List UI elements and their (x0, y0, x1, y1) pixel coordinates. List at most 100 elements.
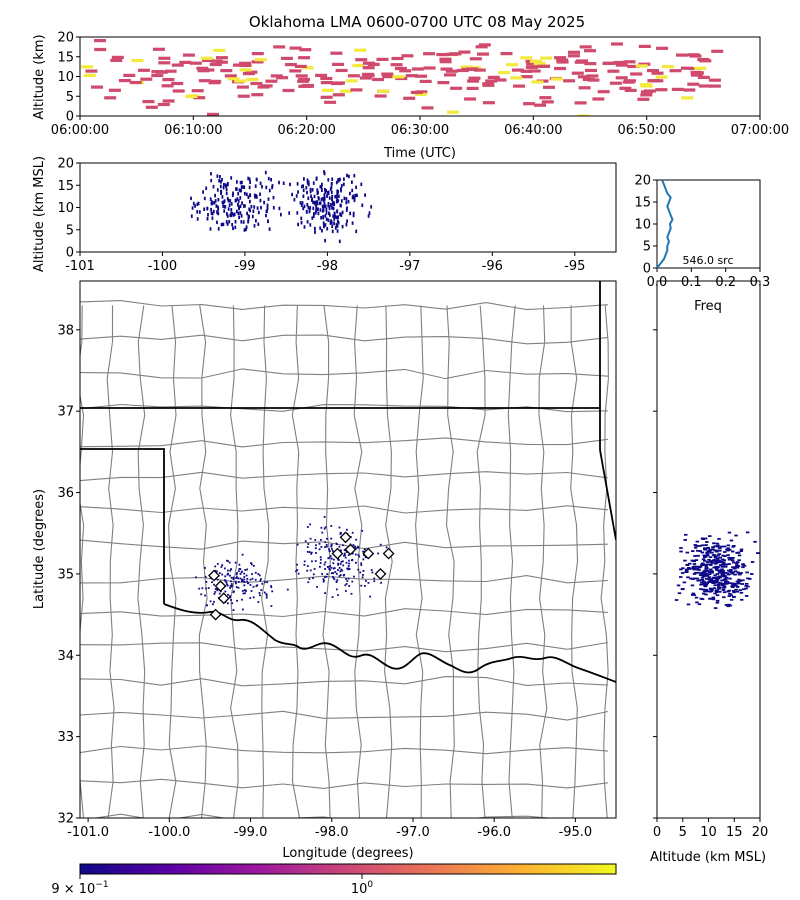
plan-view-point (342, 564, 345, 567)
longitude-altitude-point (331, 206, 333, 210)
plan-view-point (297, 572, 300, 575)
altitude-latitude-point (739, 550, 743, 552)
time-height-cell (584, 62, 597, 66)
longitude-altitude-point (249, 180, 251, 184)
plan-view-point (350, 592, 353, 595)
time-height-cell (533, 61, 546, 65)
time-height-cell (131, 59, 144, 63)
plan-view-point (346, 580, 349, 582)
longitude-altitude-point (239, 204, 242, 208)
altitude-latitude-point (703, 555, 708, 558)
time-height-cell (466, 86, 479, 90)
longitude-altitude-point (310, 194, 312, 198)
plan-view-point (345, 551, 348, 553)
plan-view-point (243, 578, 246, 581)
altitude-latitude-point (726, 544, 731, 547)
longitude-altitude-point (231, 223, 234, 227)
altitude-latitude-point (739, 548, 744, 551)
altitude-latitude-point (738, 580, 742, 582)
longitude-altitude-point (259, 192, 261, 196)
longitude-altitude-point (332, 214, 335, 218)
altitude-latitude-point (705, 582, 709, 585)
altitude-latitude-point (732, 567, 737, 570)
plan-view-point (241, 598, 243, 601)
altitude-latitude-point (731, 545, 735, 548)
time-height-cell (647, 79, 660, 83)
plan-view-point (324, 541, 327, 544)
altitude-latitude-point (711, 582, 715, 584)
longitude-altitude-point (341, 224, 344, 229)
longitude-altitude-point (203, 196, 206, 201)
plan-view-point (212, 603, 214, 606)
longitude-altitude-x-tick-label-5: -96 (482, 259, 503, 274)
longitude-altitude-point (214, 199, 217, 203)
plan-view-point (335, 542, 338, 545)
longitude-altitude-point (226, 214, 229, 218)
plan-view-point (351, 531, 354, 534)
plan-view-point (332, 576, 334, 578)
plan-view-point (310, 551, 313, 554)
altitude-latitude-point (717, 587, 721, 590)
plan-view-point (211, 581, 213, 584)
altitude-latitude-point (723, 565, 728, 568)
longitude-altitude-point (268, 227, 271, 231)
altitude-latitude-x-tick-label-2: 10 (700, 825, 717, 840)
altitude-latitude-point (676, 584, 681, 587)
time-height-cell (458, 50, 471, 54)
altitude-latitude-point (708, 535, 712, 537)
plan-view-point (229, 587, 231, 589)
time-height-cell (164, 69, 177, 73)
plan-view-point (243, 576, 246, 578)
longitude-altitude-point (209, 227, 212, 231)
altitude-latitude-point (701, 592, 706, 595)
plan-view-point (341, 569, 344, 572)
plan-view-point (351, 580, 354, 583)
plan-view-point (361, 529, 364, 532)
altitude-latitude-point (724, 576, 729, 579)
longitude-altitude-point (248, 215, 250, 219)
plan-view-point (232, 578, 235, 580)
altitude-latitude-point (729, 539, 734, 542)
longitude-altitude-point (352, 211, 355, 216)
time-height-cell (697, 75, 710, 79)
longitude-altitude-point (268, 188, 271, 193)
longitude-altitude-point (234, 198, 237, 203)
altitude-latitude-point (734, 588, 738, 591)
longitude-altitude-point (336, 229, 339, 233)
longitude-altitude-point (335, 200, 338, 204)
plan-view-x-tick-label-6: -95.0 (559, 825, 593, 840)
county-line (80, 305, 85, 818)
altitude-latitude-point (689, 577, 693, 580)
time-height-y-tick-label-2: 10 (57, 70, 74, 85)
altitude-latitude-point (721, 589, 726, 591)
plan-view-point (335, 588, 338, 591)
altitude-latitude-point (679, 576, 683, 578)
plan-view-point (231, 602, 234, 605)
colorbar-tick-label-one: 100 (351, 880, 374, 897)
time-height-cell (237, 94, 250, 98)
longitude-altitude-point (260, 205, 262, 210)
longitude-altitude-point (198, 210, 201, 214)
altitude-latitude-point (720, 560, 724, 563)
plan-view-point (246, 578, 249, 580)
altitude-latitude-point (731, 590, 736, 592)
longitude-altitude-point (239, 180, 242, 185)
altitude-latitude-point (730, 572, 735, 575)
longitude-altitude-point (320, 197, 323, 202)
longitude-altitude-point (324, 223, 327, 227)
plan-view-point (250, 590, 253, 592)
altitude-latitude-point (701, 588, 706, 591)
altitude-latitude-point (745, 571, 749, 574)
plan-view-point (351, 559, 353, 562)
longitude-altitude-point (328, 213, 331, 217)
longitude-altitude-point (213, 200, 216, 205)
plan-view-point (308, 551, 311, 553)
time-height-cell (410, 90, 423, 94)
colorbar: 9 × 10−1 100 (51, 863, 617, 897)
plan-view-point (319, 556, 322, 559)
altitude-latitude-point (734, 562, 739, 565)
plan-view-point (229, 596, 231, 599)
plan-view-point (340, 549, 342, 552)
plan-view-point (339, 531, 342, 534)
